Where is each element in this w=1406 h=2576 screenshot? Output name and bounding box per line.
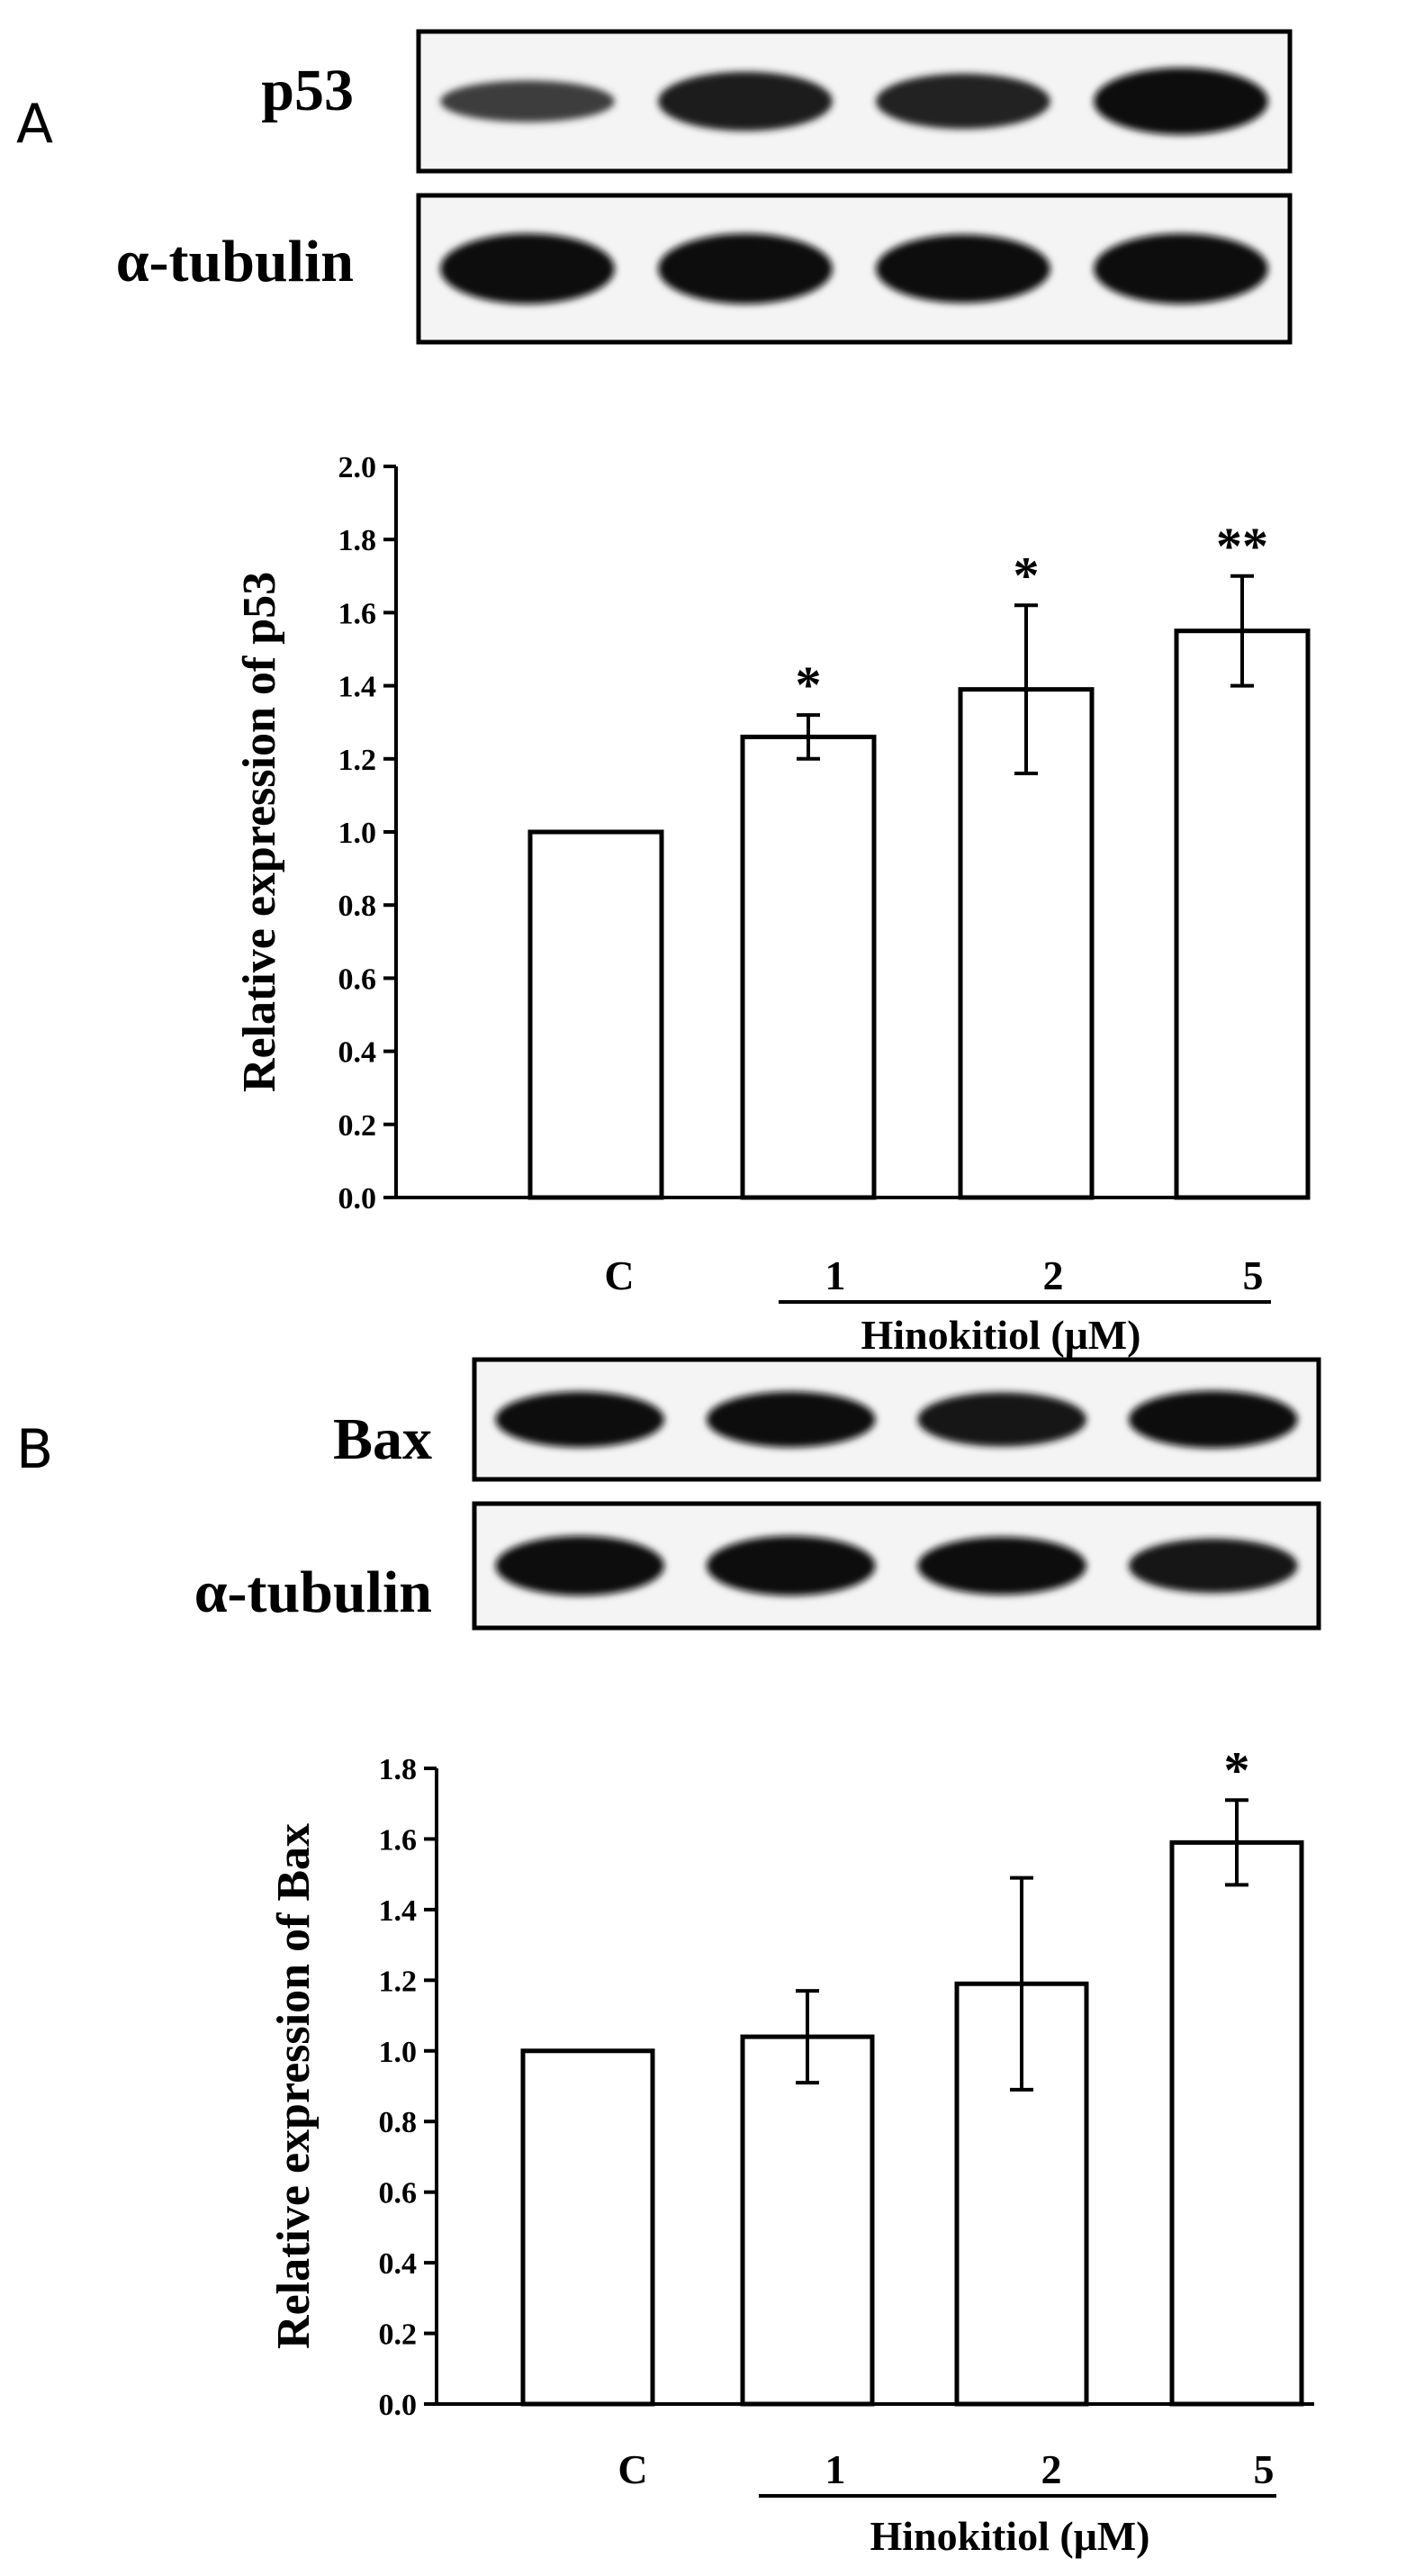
chart-bax-ytick-label-9: 1.8 xyxy=(379,1753,418,1786)
chart-p53-ytick-label-5: 1.0 xyxy=(338,817,377,850)
blot-p53-band-2 xyxy=(658,71,833,131)
blot-tubulin-b-band-4 xyxy=(1128,1538,1298,1594)
chart-bax-category-1: 1 xyxy=(825,2446,846,2492)
blot-bax-band-4 xyxy=(1128,1390,1298,1449)
chart-p53-ytick-label-4: 0.8 xyxy=(338,890,377,923)
chart-p53-bar-1 xyxy=(740,734,877,1200)
blot-label-p53: p53 xyxy=(261,58,354,123)
blot-tubulin-b-band-1 xyxy=(495,1535,665,1596)
chart-bax-category-3: 5 xyxy=(1254,2446,1275,2492)
chart-p53-ytick-label-1: 0.2 xyxy=(338,1109,377,1143)
panel-label-b: B xyxy=(16,1418,53,1481)
blot-p53-band-3 xyxy=(876,73,1050,130)
chart-bax-category-2: 2 xyxy=(1041,2446,1062,2492)
blot-tubulin-a xyxy=(416,193,1293,345)
chart-bax-bar-3 xyxy=(1169,1839,1304,2407)
chart-p53-category-3: 5 xyxy=(1243,1252,1264,1298)
chart-bax-ytick-label-4: 0.8 xyxy=(379,2106,418,2139)
blot-tubulin-b-band-3 xyxy=(917,1536,1087,1595)
chart-p53-significance-1: * xyxy=(796,655,822,714)
chart-bax-category-0: C xyxy=(617,2446,647,2492)
blot-p53-band-4 xyxy=(1094,68,1268,135)
chart-p53-bar-2 xyxy=(958,687,1095,1200)
blot-bax-band-1 xyxy=(495,1391,665,1448)
chart-bax-ytick-label-1: 0.2 xyxy=(379,2318,418,2352)
panel-label-a: A xyxy=(16,93,53,156)
blot-tubulin-b xyxy=(472,1501,1321,1631)
chart-p53-y-label: Relative expression of p53 xyxy=(234,572,285,1092)
chart-p53-category-0: C xyxy=(604,1252,634,1298)
blot-p53-band-1 xyxy=(440,80,615,122)
chart-bax-significance-3: * xyxy=(1224,1740,1250,1799)
chart-p53-ytick-label-10: 2.0 xyxy=(338,451,377,484)
chart-p53-ytick-label-9: 1.8 xyxy=(338,524,377,557)
blot-tubulin-a-band-1 xyxy=(440,233,615,304)
chart-bax-y-label: Relative expression of Bax xyxy=(268,1823,320,2349)
chart-bax-bar-0 xyxy=(520,2048,655,2407)
blot-tubulin-a-band-3 xyxy=(876,234,1050,303)
blot-bax-band-2 xyxy=(706,1391,876,1448)
chart-p53-ytick-label-8: 1.6 xyxy=(338,597,377,630)
chart-p53-bar-0 xyxy=(527,829,664,1200)
chart-bax-ytick-label-5: 1.0 xyxy=(379,2036,418,2069)
chart-p53-category-1: 1 xyxy=(825,1252,846,1298)
chart-p53-significance-2: * xyxy=(1014,546,1040,604)
chart-bax: 0.0 0.2 0.4 0.6 0.8 1.0 1.2 1.4 1.6 1.8 Relative e… xyxy=(268,1740,1314,2559)
chart-p53-ytick-label-7: 1.4 xyxy=(338,671,377,704)
blot-bax xyxy=(472,1357,1321,1482)
chart-bax-ytick-label-8: 1.6 xyxy=(379,1823,418,1857)
blot-p53 xyxy=(416,29,1293,174)
blot-tubulin-b-band-2 xyxy=(706,1535,876,1596)
chart-bax-ytick-label-7: 1.4 xyxy=(379,1894,418,1928)
blot-label-tubulin-b: α-tubulin xyxy=(194,1559,432,1625)
chart-bax-ytick-label-6: 1.2 xyxy=(379,1965,418,1998)
chart-p53-x-label: Hinokitiol (μM) xyxy=(861,1312,1140,1358)
chart-bax-ytick-label-3: 0.6 xyxy=(379,2177,418,2210)
chart-p53-significance-3: ** xyxy=(1216,517,1268,575)
chart-bax-bar-1 xyxy=(740,2034,875,2407)
blot-tubulin-a-band-2 xyxy=(658,233,833,304)
blot-label-bax: Bax xyxy=(333,1406,432,1472)
chart-bax-ytick-label-2: 0.4 xyxy=(379,2247,418,2281)
chart-bax-x-label: Hinokitiol (μM) xyxy=(870,2513,1149,2559)
chart-p53-ytick-label-3: 0.6 xyxy=(338,963,377,996)
chart-p53-category-2: 2 xyxy=(1043,1252,1064,1298)
blot-bax-band-3 xyxy=(917,1392,1087,1447)
chart-bax-ytick-label-0: 0.0 xyxy=(379,2389,418,2422)
blot-label-tubulin-a: α-tubulin xyxy=(116,229,354,294)
blot-tubulin-a-band-4 xyxy=(1094,233,1268,304)
chart-p53-bar-3 xyxy=(1174,628,1311,1200)
chart-p53-ytick-label-6: 1.2 xyxy=(338,744,377,777)
chart-p53: 0.0 0.2 0.4 0.6 0.8 1.0 1.2 1.4 1.6 1.8 2.0 Relativ… xyxy=(234,451,1311,1358)
chart-p53-ytick-label-0: 0.0 xyxy=(338,1182,377,1216)
chart-p53-ytick-label-2: 0.4 xyxy=(338,1036,377,1070)
